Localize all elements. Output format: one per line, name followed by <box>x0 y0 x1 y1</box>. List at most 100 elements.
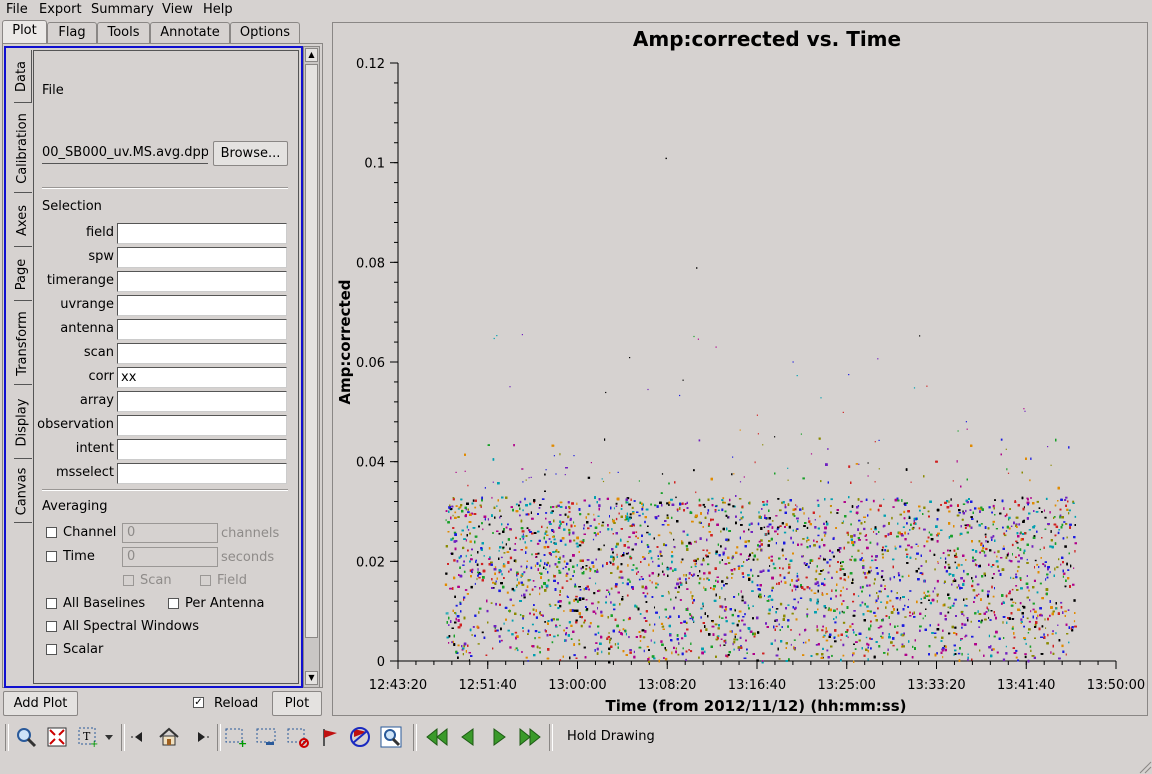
scatter-point <box>733 505 736 508</box>
scatter-point <box>936 540 939 543</box>
scatter-point <box>465 507 467 511</box>
data-panel-scrollbar[interactable]: ▲ ▼ <box>303 46 320 688</box>
msselect-input[interactable] <box>117 463 287 484</box>
menu-view[interactable]: View <box>162 2 193 17</box>
scan-input[interactable] <box>117 343 287 364</box>
scatter-point <box>654 504 657 507</box>
scroll-down-icon[interactable]: ▼ <box>305 671 318 685</box>
menu-summary[interactable]: Summary <box>91 2 154 17</box>
scatter-point <box>790 643 792 646</box>
scatter-point <box>899 545 902 548</box>
vtab-data[interactable]: Data <box>12 50 32 102</box>
menu-file[interactable]: File <box>6 2 28 17</box>
tab-options[interactable]: Options <box>230 22 300 43</box>
observation-input[interactable] <box>117 415 287 436</box>
scatter-point <box>894 545 896 548</box>
plot-button[interactable]: Plot <box>272 691 322 716</box>
scatter-point <box>625 501 627 504</box>
scatter-point <box>498 532 501 535</box>
scatter-point <box>942 647 945 650</box>
all-spw-checkbox[interactable] <box>46 621 57 632</box>
scatter-point <box>1057 624 1059 626</box>
field-input[interactable] <box>117 223 287 244</box>
scatter-point <box>549 564 551 568</box>
scatter-point <box>689 617 692 620</box>
scatter-point <box>961 652 963 656</box>
file-path-input[interactable]: 00_SB000_uv.MS.avg.dppp <box>42 142 208 164</box>
browse-button[interactable]: Browse... <box>213 141 288 166</box>
scatter-point <box>979 507 982 510</box>
tab-plot[interactable]: Plot <box>2 20 47 44</box>
scatter-point <box>702 605 704 608</box>
spw-input[interactable] <box>117 247 287 268</box>
intent-input[interactable] <box>117 439 287 460</box>
scatter-point <box>1047 633 1049 637</box>
tab-tools[interactable]: Tools <box>97 22 150 43</box>
field-label-field: field <box>85 225 114 240</box>
time-avg-input[interactable]: 0 <box>122 547 218 567</box>
scatter-point <box>820 480 822 483</box>
scatter-point <box>748 555 750 558</box>
scatter-point <box>961 626 963 629</box>
scatter-point <box>587 513 590 516</box>
scatter-point <box>763 526 766 529</box>
scatter-point <box>553 635 556 638</box>
scatter-point <box>1038 566 1040 569</box>
scatter-point <box>596 568 598 572</box>
scatter-point <box>766 500 769 503</box>
scatter-point <box>739 629 742 632</box>
scatter-point <box>522 533 524 536</box>
time-checkbox[interactable] <box>46 551 57 562</box>
scatter-point <box>795 504 797 506</box>
scatter-point <box>790 629 792 631</box>
scatter-point <box>1058 558 1060 561</box>
scatter-point <box>563 528 566 531</box>
scatter-point <box>869 584 871 587</box>
vtab-calibration[interactable]: Calibration <box>12 105 32 191</box>
scatter-point <box>779 509 782 512</box>
scatter-point <box>641 506 644 509</box>
scatter-point <box>857 505 860 507</box>
scatter-point <box>943 645 946 647</box>
channel-checkbox[interactable] <box>46 527 57 538</box>
scatter-point <box>515 647 518 650</box>
scatter-point <box>559 624 561 627</box>
scatter-point <box>511 587 514 591</box>
scatter-point <box>731 573 734 575</box>
scatter-point <box>557 607 560 610</box>
reload-checkbox[interactable]: ✓ <box>193 697 204 708</box>
all-baselines-checkbox[interactable] <box>46 598 57 609</box>
scroll-thumb[interactable] <box>305 64 318 638</box>
per-antenna-checkbox[interactable] <box>168 598 179 609</box>
menu-export[interactable]: Export <box>39 2 82 17</box>
scatter-point <box>937 562 939 564</box>
scatter-point <box>595 642 598 644</box>
array-input[interactable] <box>117 391 287 412</box>
scatter-point <box>802 477 805 480</box>
timerange-input[interactable] <box>117 271 287 292</box>
scan-checkbox[interactable] <box>123 575 134 586</box>
scalar-checkbox[interactable] <box>46 644 57 655</box>
uvrange-input[interactable] <box>117 295 287 316</box>
scatter-point <box>1029 479 1031 482</box>
scatter-point <box>702 549 705 551</box>
scatter-point <box>707 524 710 527</box>
scatter-point <box>943 582 945 584</box>
add-plot-button[interactable]: Add Plot <box>3 691 78 716</box>
amp-vs-time-chart[interactable]: Amp:corrected vs. TimeAmp:correctedTime … <box>333 23 1147 715</box>
scatter-point <box>853 631 855 634</box>
field-checkbox[interactable] <box>200 575 211 586</box>
antenna-input[interactable] <box>117 319 287 340</box>
tab-flag[interactable]: Flag <box>47 22 97 43</box>
scatter-point <box>478 611 480 614</box>
scatter-point <box>848 465 851 468</box>
channel-avg-input[interactable]: 0 <box>122 523 218 543</box>
scatter-point <box>971 635 974 638</box>
tab-annotate[interactable]: Annotate <box>150 22 230 43</box>
scatter-point <box>450 552 452 555</box>
corr-input[interactable]: xx <box>117 367 287 388</box>
menu-help[interactable]: Help <box>203 2 233 17</box>
scroll-up-icon[interactable]: ▲ <box>305 48 318 62</box>
scatter-point <box>806 539 808 543</box>
scatter-point <box>873 531 875 533</box>
